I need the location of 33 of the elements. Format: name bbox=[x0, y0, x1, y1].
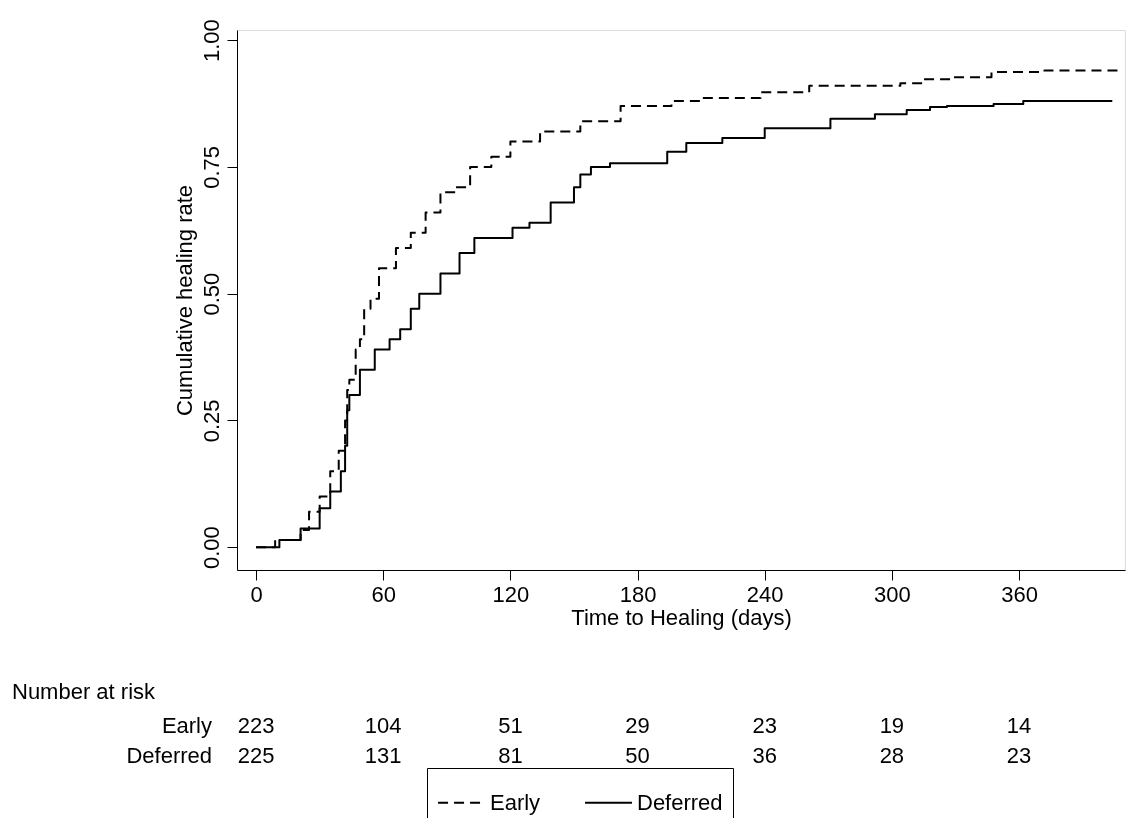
text: 23 bbox=[752, 713, 777, 738]
text: 28 bbox=[879, 743, 905, 768]
y-tick-label: 1.00 bbox=[198, 19, 224, 63]
y-tick-label: 0.50 bbox=[198, 272, 224, 316]
text: 50 bbox=[625, 743, 650, 768]
text: 29 bbox=[625, 713, 650, 738]
x-tick-label: 180 bbox=[619, 581, 657, 607]
text: 223 bbox=[237, 713, 275, 738]
y-tick-label: 0.75 bbox=[198, 145, 224, 189]
text: Early bbox=[161, 713, 212, 738]
text: 19 bbox=[879, 713, 905, 738]
text: 36 bbox=[752, 743, 777, 768]
text: 225 bbox=[237, 743, 275, 768]
x-tick-label: 0 bbox=[250, 581, 263, 607]
text: 51 bbox=[498, 713, 523, 738]
text: 81 bbox=[498, 743, 523, 768]
text: 14 bbox=[1006, 713, 1032, 738]
x-tick-label: 240 bbox=[746, 581, 784, 607]
text: 23 bbox=[1006, 743, 1032, 768]
y-axis-title: Cumulative healing rate bbox=[171, 184, 197, 417]
text: 131 bbox=[364, 743, 402, 768]
y-tick-label: 0.00 bbox=[198, 526, 224, 570]
x-axis-title: Time to Healing (days) bbox=[571, 604, 792, 630]
legend-label: Early bbox=[490, 789, 541, 815]
y-tick-label: 0.25 bbox=[198, 399, 224, 443]
legend-label: Deferred bbox=[637, 789, 723, 815]
x-tick-label: 120 bbox=[492, 581, 530, 607]
x-tick-label: 300 bbox=[874, 581, 911, 607]
x-tick-label: 360 bbox=[1001, 581, 1038, 607]
text: Deferred bbox=[126, 743, 212, 768]
text: Number at risk bbox=[12, 679, 157, 704]
text: 104 bbox=[364, 713, 402, 738]
x-tick-label: 60 bbox=[371, 581, 396, 607]
